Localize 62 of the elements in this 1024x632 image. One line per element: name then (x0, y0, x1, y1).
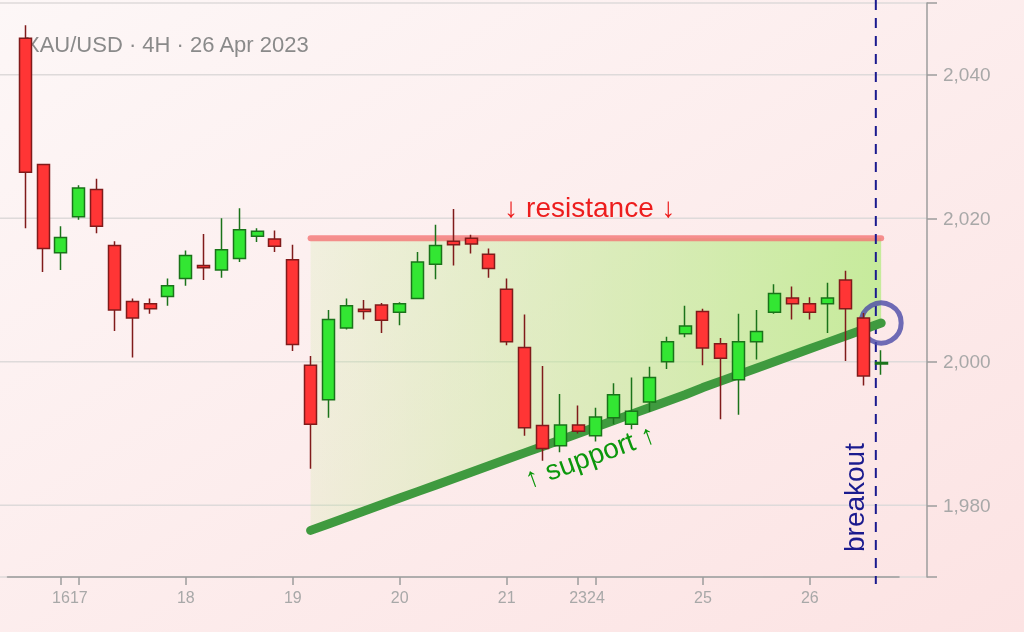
candlestick (571, 404, 586, 435)
x-tick-label: 24 (586, 588, 605, 606)
candlestick (874, 349, 889, 376)
y-tick-label: 1,980 (943, 494, 991, 516)
y-tick-label: 2,000 (943, 351, 991, 373)
candlestick (410, 251, 425, 300)
candlestick (267, 229, 282, 253)
candlestick (785, 285, 800, 321)
candlestick (767, 283, 782, 315)
annotation: breakout (839, 442, 871, 552)
x-tick-label: 25 (693, 588, 712, 606)
candlestick (374, 302, 389, 334)
x-tick-label: 20 (390, 588, 409, 606)
candlestick (713, 337, 728, 420)
candlestick (678, 305, 693, 339)
candlestick (357, 299, 372, 321)
candlestick (143, 297, 158, 315)
candlestick (820, 282, 835, 334)
candlestick (606, 382, 621, 425)
y-tick-label: 2,020 (943, 207, 991, 229)
text: ↑ support ↑ (520, 418, 660, 495)
candlestick (481, 247, 496, 279)
x-tick-label: 23 (569, 588, 588, 606)
candlestick (499, 277, 514, 346)
candlestick (856, 312, 871, 387)
candlestick (802, 296, 817, 321)
candlestick (196, 233, 211, 281)
candlestick (303, 355, 318, 470)
x-tick-label: 17 (69, 588, 88, 606)
y-tick-label: 2,040 (943, 64, 991, 86)
candlestick (392, 301, 407, 326)
candlestick (178, 249, 193, 287)
candlestick (446, 208, 461, 267)
candlestick (517, 313, 532, 437)
candlestick (339, 297, 354, 331)
candlestick (838, 269, 853, 362)
x-tick-label: 16 (52, 588, 70, 606)
x-tick-label: 18 (176, 588, 195, 606)
candlestick (731, 312, 746, 416)
candlestick (285, 244, 300, 352)
candlestick (53, 225, 68, 271)
candlestick (160, 277, 175, 307)
candlestick (250, 227, 265, 243)
candlestick (428, 223, 443, 280)
candlestick (695, 307, 710, 367)
candlestick (464, 234, 479, 255)
candlestick (107, 240, 122, 332)
x-tick-label: 19 (283, 588, 302, 606)
candlestick (749, 309, 764, 361)
candlestick (71, 184, 86, 221)
candlestick (660, 335, 675, 370)
candlestick (214, 217, 229, 279)
candlestick (36, 163, 51, 273)
x-tick-label: 21 (497, 588, 516, 606)
series-label: ↓ resistance ↓ (504, 191, 676, 223)
candlestick (89, 178, 104, 235)
x-tick-label: 26 (800, 588, 819, 606)
candlestick (642, 366, 657, 413)
candlestick (232, 207, 247, 263)
candlestick (321, 309, 336, 419)
candlestick (125, 297, 140, 359)
candlestick (624, 376, 639, 430)
